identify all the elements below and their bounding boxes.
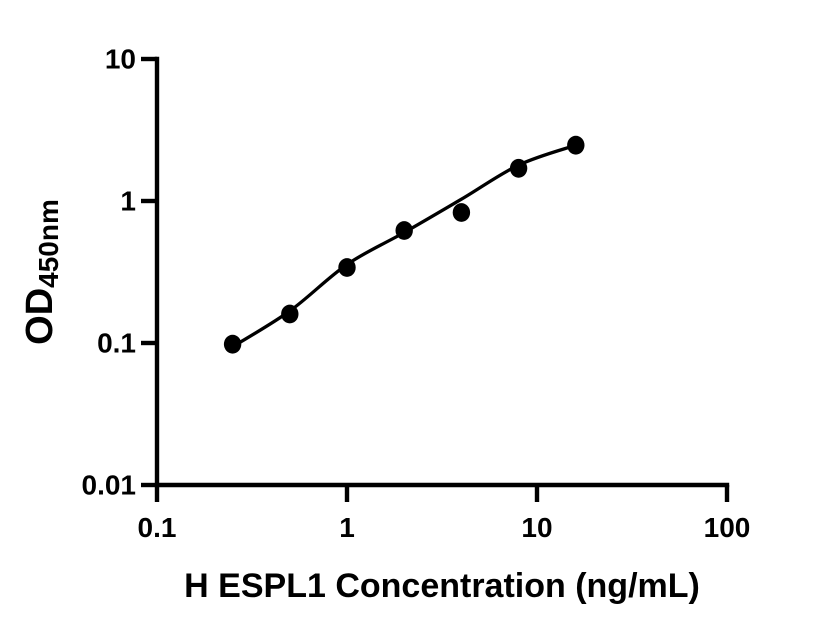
data-point [567, 135, 585, 155]
data-point [509, 158, 528, 178]
y-axis-tick-label: 0.01 [82, 470, 137, 501]
x-axis-tick-label: 1 [339, 512, 355, 543]
y-axis-title: OD450nm [19, 199, 64, 345]
x-axis-tick-label: 100 [704, 512, 751, 543]
x-axis-title: H ESPL1 Concentration (ng/mL) [184, 567, 700, 605]
axes-frame [154, 56, 730, 488]
y-axis-tick-label: 10 [105, 44, 136, 75]
x-axis-tick-label: 10 [521, 512, 552, 543]
data-point [452, 203, 471, 222]
y-axis-tick-label: 1 [120, 186, 136, 217]
data-point [223, 334, 242, 354]
y-axis-tick-label: 0.1 [97, 328, 136, 359]
x-axis-tick-label: 0.1 [138, 512, 177, 543]
data-point [395, 221, 413, 240]
data-point [338, 258, 356, 277]
data-point [281, 304, 299, 324]
